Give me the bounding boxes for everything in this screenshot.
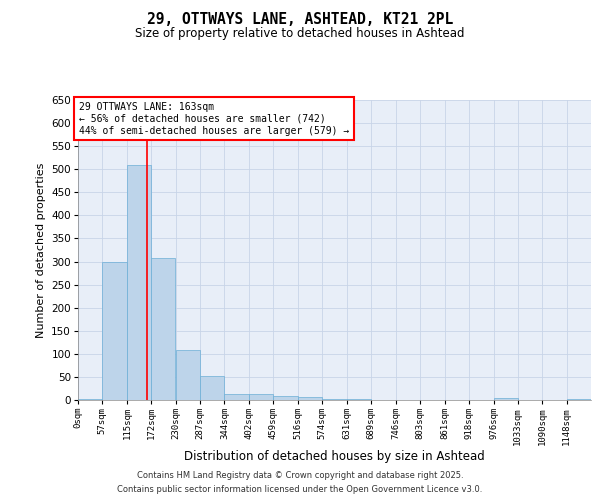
- Bar: [347, 399, 371, 400]
- Text: 29 OTTWAYS LANE: 163sqm
← 56% of detached houses are smaller (742)
44% of semi-d: 29 OTTWAYS LANE: 163sqm ← 56% of detache…: [79, 102, 349, 136]
- Text: Contains HM Land Registry data © Crown copyright and database right 2025.: Contains HM Land Registry data © Crown c…: [137, 471, 463, 480]
- Bar: [78, 398, 102, 400]
- Bar: [200, 376, 224, 400]
- Text: Size of property relative to detached houses in Ashtead: Size of property relative to detached ho…: [135, 28, 465, 40]
- Bar: [151, 258, 175, 400]
- Bar: [494, 398, 518, 400]
- Text: 29, OTTWAYS LANE, ASHTEAD, KT21 2PL: 29, OTTWAYS LANE, ASHTEAD, KT21 2PL: [147, 12, 453, 28]
- X-axis label: Distribution of detached houses by size in Ashtead: Distribution of detached houses by size …: [184, 450, 485, 463]
- Bar: [102, 262, 127, 400]
- Bar: [274, 396, 298, 400]
- Bar: [567, 398, 591, 400]
- Bar: [298, 397, 322, 400]
- Text: Contains public sector information licensed under the Open Government Licence v3: Contains public sector information licen…: [118, 485, 482, 494]
- Bar: [224, 394, 249, 400]
- Bar: [249, 394, 274, 400]
- Y-axis label: Number of detached properties: Number of detached properties: [36, 162, 46, 338]
- Bar: [322, 398, 347, 400]
- Bar: [176, 350, 200, 400]
- Bar: [127, 164, 151, 400]
